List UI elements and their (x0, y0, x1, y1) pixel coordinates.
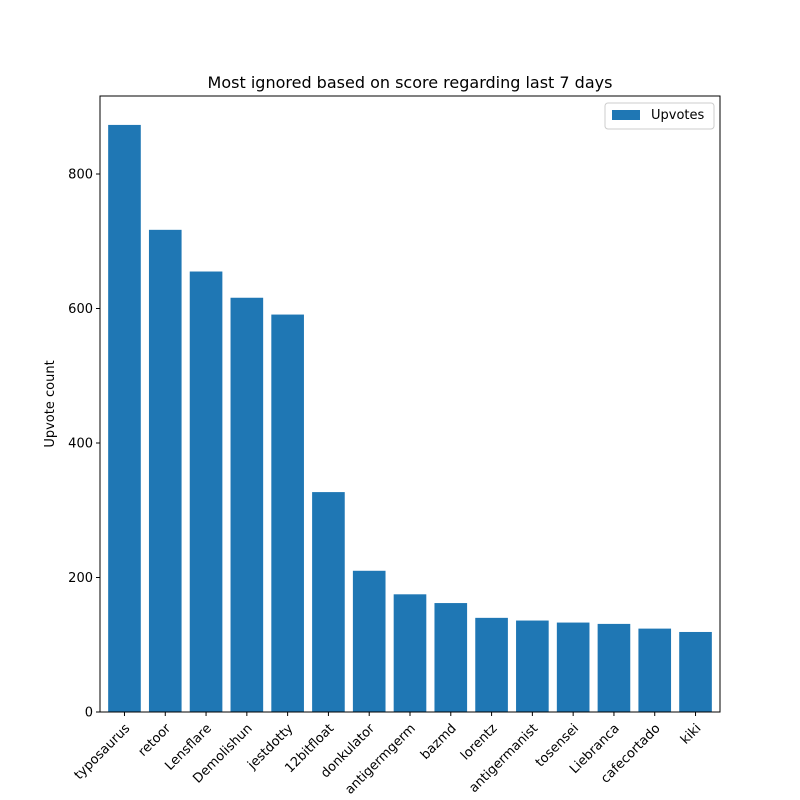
bar-tosensei (556, 622, 590, 712)
bar-liebranca (597, 623, 631, 712)
bar-12bitfloat (312, 492, 345, 712)
chart-title: Most ignored based on score regarding la… (208, 73, 613, 92)
legend-box (604, 102, 715, 130)
y-ticks-group: 0 200 400 600 800 (68, 168, 100, 721)
y-tick-label: 400 (68, 437, 93, 452)
bars-group (108, 124, 712, 713)
bar-demolishun (230, 297, 264, 712)
bar-typosaurus (108, 124, 141, 713)
bar-jestdotty (271, 314, 304, 712)
y-tick-label: 200 (68, 571, 93, 586)
bar-kiki (679, 631, 712, 712)
y-tick-label: 600 (68, 302, 93, 317)
bar-antigermgerm (393, 594, 427, 712)
legend: Upvotes (604, 102, 715, 130)
y-tick-label: 0 (85, 706, 93, 721)
y-tick-label: 800 (68, 168, 93, 183)
bar-lensflare (189, 271, 223, 712)
bar-retoor (148, 229, 182, 712)
bar-cafecortado (638, 628, 672, 712)
legend-swatch (612, 110, 640, 120)
plot-frame (99, 95, 721, 713)
bar-antigermanist (516, 620, 549, 712)
bar-bazmd (434, 603, 468, 712)
legend-label: Upvotes (651, 108, 705, 123)
y-axis-label: Upvote count (43, 360, 58, 447)
bar-donkulator (352, 570, 386, 712)
bar-lorentz (475, 617, 508, 712)
